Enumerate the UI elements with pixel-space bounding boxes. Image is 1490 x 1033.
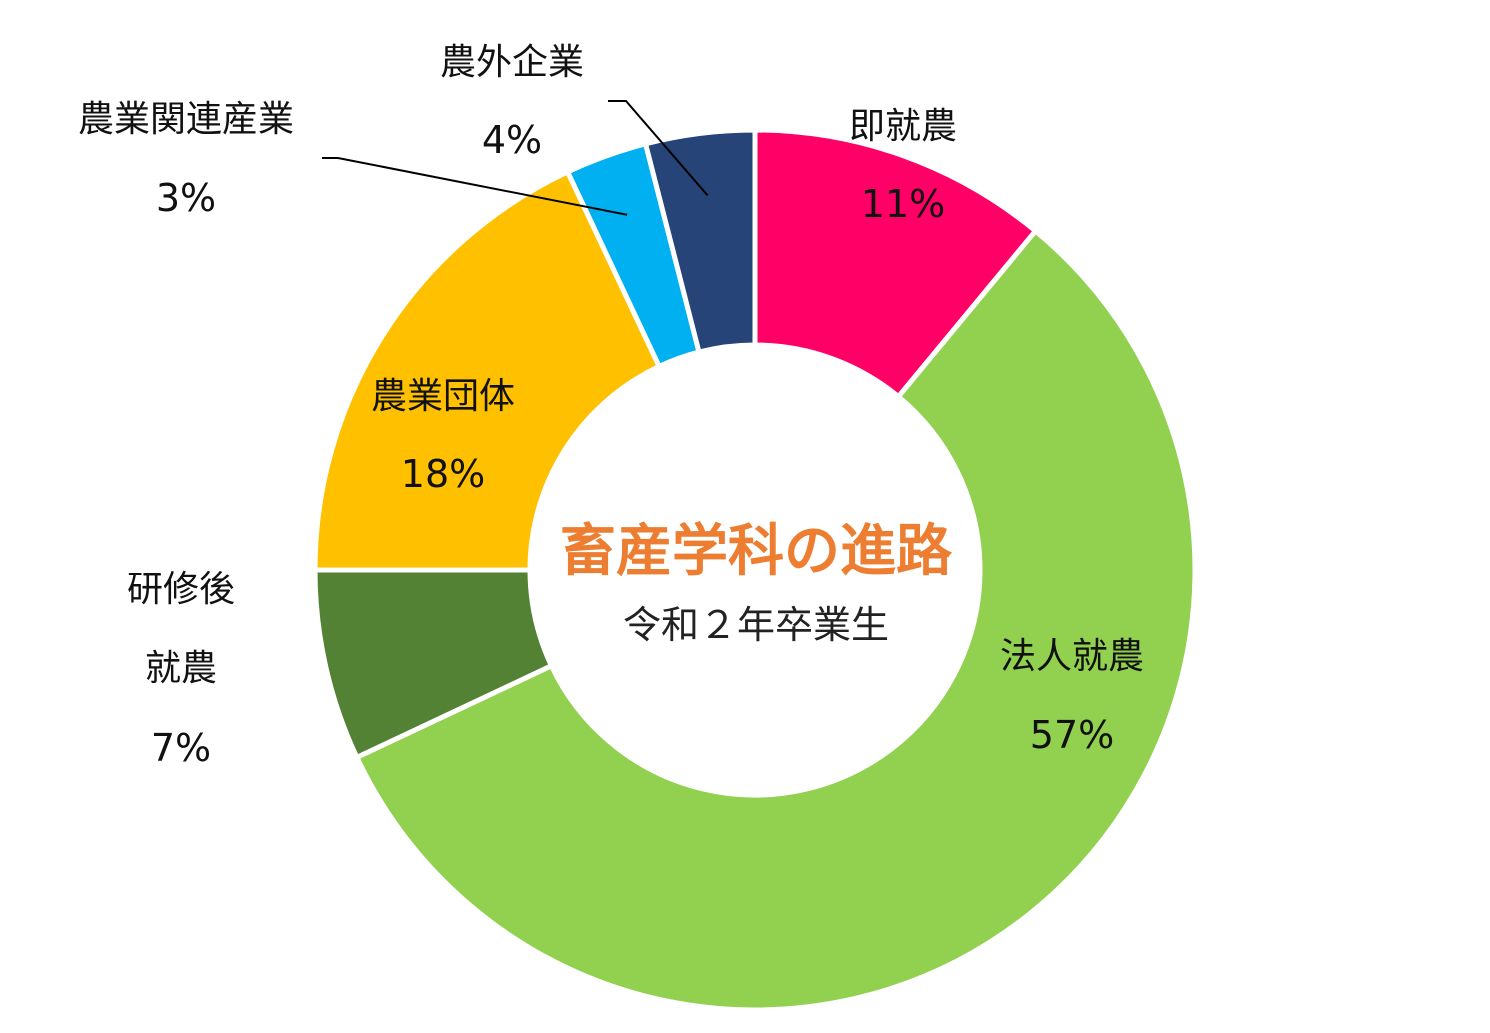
donut-slice-1 bbox=[353, 227, 1198, 1013]
donut-slices bbox=[312, 127, 1198, 1013]
slice-value-1: 57% bbox=[1030, 713, 1114, 757]
center-title: 畜産学科の進路 bbox=[560, 519, 953, 584]
slice-value-0: 11% bbox=[861, 182, 945, 226]
slice-label-3: 農業団体 bbox=[371, 376, 515, 417]
leader-line-5 bbox=[608, 100, 709, 197]
donut-slice-0 bbox=[752, 127, 1039, 401]
slice-label-0: 即就農 bbox=[849, 106, 957, 147]
slice-label-2-line2: 就農 bbox=[145, 648, 217, 689]
slice-value-3: 18% bbox=[401, 452, 485, 496]
leader-line-4 bbox=[322, 157, 628, 216]
center-subtitle: 令和２年卒業生 bbox=[623, 603, 889, 647]
slice-label-1: 法人就農 bbox=[1000, 636, 1144, 677]
donut-slice-3 bbox=[312, 168, 663, 573]
slice-label-5: 農外企業 bbox=[440, 42, 584, 83]
slice-value-4: 3% bbox=[156, 176, 216, 220]
slice-value-5: 4% bbox=[482, 118, 542, 162]
leader-lines bbox=[322, 100, 709, 216]
slice-label-2-line1: 研修後 bbox=[127, 569, 235, 610]
donut-slice-5 bbox=[642, 127, 758, 356]
slice-value-2: 7% bbox=[151, 726, 211, 770]
slice-label-4: 農業関連産業 bbox=[78, 99, 294, 140]
